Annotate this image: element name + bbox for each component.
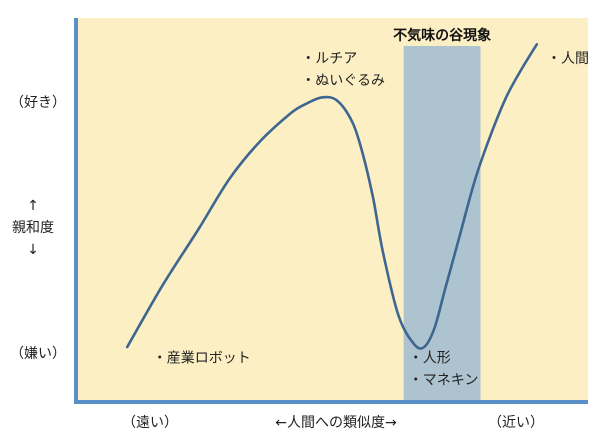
- annotation-label: ・ルチア: [301, 51, 357, 67]
- annotation-label: ・マネキン: [409, 372, 479, 388]
- x-axis-left-label: （遠い）: [122, 415, 178, 431]
- band-title: 不気味の谷現象: [393, 27, 491, 44]
- annotation-label: ・人間: [547, 51, 589, 67]
- x-axis-label: ←人間への類似度→: [275, 415, 397, 431]
- x-axis-right-label: （近い）: [488, 415, 544, 431]
- annotations: ・ルチア・ぬいぐるみ ・人間・産業ロボット ・人形・マネキン: [153, 51, 589, 388]
- annotation-label: ・ぬいぐるみ: [301, 73, 385, 89]
- plot-background: [76, 18, 588, 402]
- y-axis-arrow-up: ↑: [27, 198, 39, 214]
- uncanny-valley-band: [403, 46, 481, 402]
- y-axis-bottom-label: （嫌い）: [10, 346, 66, 362]
- affinity-curve: [125, 43, 539, 350]
- annotation-label: ・人形: [409, 351, 451, 367]
- annotation-label: ・産業ロボット: [153, 351, 251, 367]
- y-axis-top-label: （好き）: [10, 95, 66, 111]
- y-axis-arrow-down: ↓: [27, 242, 39, 258]
- y-axis-label: 親和度: [12, 220, 54, 236]
